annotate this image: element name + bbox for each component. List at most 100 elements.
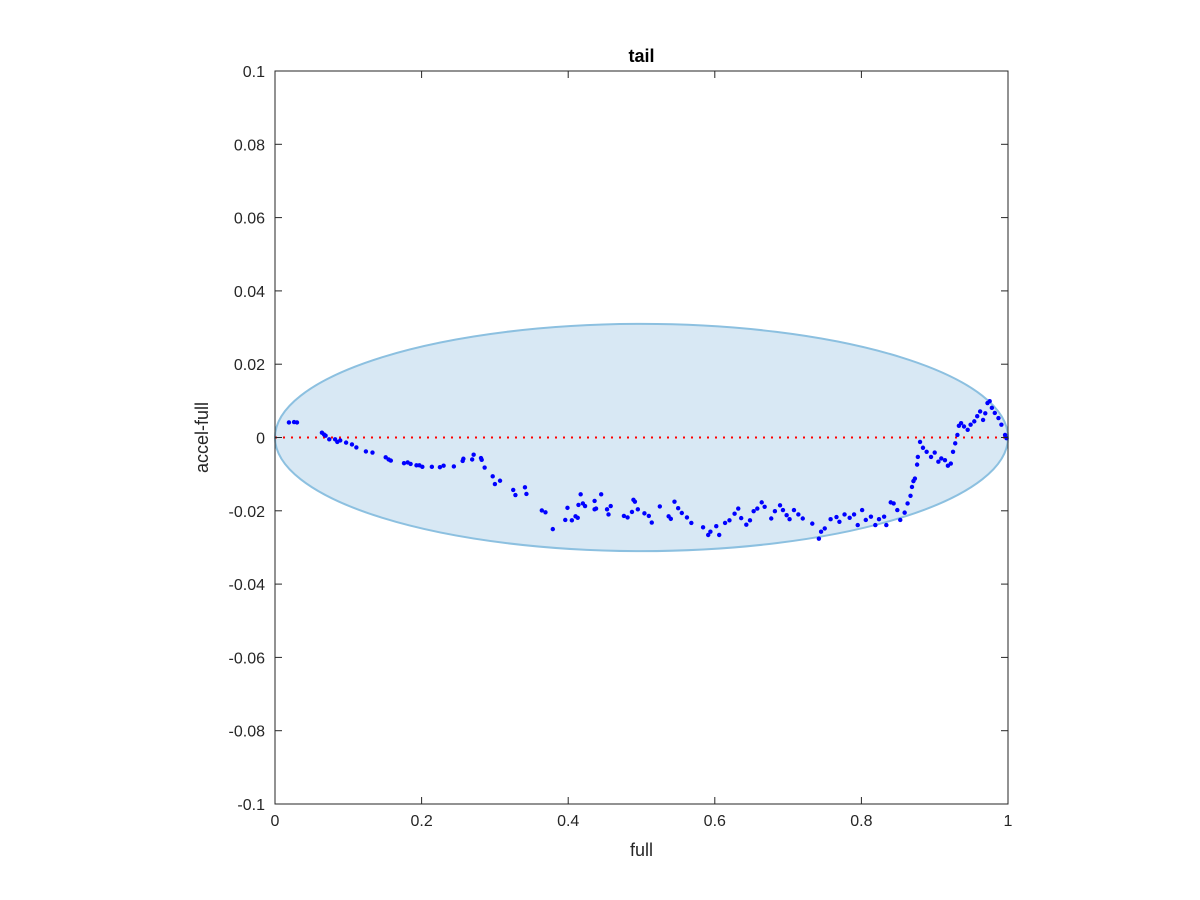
chart-title: tail — [628, 46, 654, 66]
y-axis-label: accel-full — [192, 402, 212, 473]
data-point-152 — [975, 414, 980, 419]
data-point-159 — [992, 410, 998, 416]
data-point-101 — [796, 512, 801, 517]
data-point-107 — [828, 517, 833, 522]
data-point-115 — [863, 517, 868, 523]
data-point-35 — [490, 474, 495, 479]
data-point-79 — [706, 532, 711, 538]
data-point-119 — [881, 514, 887, 519]
data-point-67 — [642, 511, 647, 516]
y-tick-label: -0.08 — [229, 724, 266, 741]
data-point-30 — [469, 457, 475, 462]
data-point-105 — [818, 529, 824, 534]
data-point-14 — [370, 450, 375, 455]
data-point-88 — [744, 522, 749, 527]
data-point-81 — [714, 523, 719, 529]
data-point-161 — [999, 422, 1004, 427]
data-point-0 — [286, 420, 292, 425]
y-tick-label: -0.1 — [237, 797, 265, 814]
data-point-56 — [593, 506, 599, 511]
y-tick-label: -0.04 — [229, 577, 266, 594]
data-point-96 — [777, 503, 783, 508]
data-point-132 — [915, 454, 921, 460]
data-point-66 — [635, 507, 641, 512]
y-tick-label: 0.1 — [243, 64, 265, 81]
confidence-ellipse — [274, 322, 1009, 553]
data-point-75 — [679, 510, 685, 516]
data-point-144 — [953, 441, 958, 446]
x-tick-label: 0.6 — [704, 813, 726, 830]
data-point-65 — [632, 499, 638, 504]
data-point-23 — [420, 464, 425, 470]
data-point-63 — [629, 509, 635, 515]
data-point-113 — [855, 522, 860, 528]
data-point-102 — [800, 516, 805, 521]
data-point-122 — [891, 501, 896, 506]
data-point-93 — [762, 504, 767, 509]
data-point-69 — [649, 520, 654, 525]
data-point-17 — [388, 458, 394, 463]
data-point-40 — [522, 485, 528, 490]
x-tick-label: 0.2 — [410, 813, 432, 830]
data-point-147 — [958, 421, 964, 426]
data-point-59 — [606, 512, 611, 517]
data-point-10 — [343, 440, 349, 445]
data-point-90 — [751, 508, 756, 514]
y-tick-label: 0.08 — [234, 137, 265, 154]
data-point-39 — [513, 492, 518, 498]
data-point-109 — [837, 519, 842, 524]
x-axis-label: full — [630, 840, 653, 860]
data-point-18 — [401, 460, 407, 466]
data-point-43 — [543, 510, 548, 515]
data-point-13 — [363, 449, 369, 454]
data-point-62 — [625, 515, 630, 520]
data-point-106 — [822, 526, 827, 531]
data-point-157 — [987, 399, 992, 404]
data-point-95 — [772, 508, 778, 514]
data-point-135 — [924, 449, 929, 454]
data-point-57 — [598, 492, 604, 497]
data-point-12 — [354, 445, 359, 450]
data-point-25 — [437, 464, 443, 470]
data-point-20 — [408, 461, 413, 467]
data-point-117 — [873, 522, 878, 528]
data-point-34 — [482, 465, 487, 470]
data-point-153 — [977, 409, 983, 414]
data-point-104 — [816, 536, 822, 541]
data-point-9 — [338, 438, 343, 443]
data-points — [286, 399, 1009, 541]
data-point-2 — [294, 420, 300, 425]
data-point-111 — [847, 515, 852, 520]
data-point-73 — [672, 499, 677, 504]
data-point-36 — [492, 481, 498, 487]
data-point-116 — [868, 514, 874, 519]
data-point-29 — [461, 456, 466, 461]
data-point-89 — [747, 518, 753, 523]
data-point-70 — [657, 504, 663, 509]
data-point-136 — [928, 454, 934, 460]
data-point-85 — [732, 511, 737, 516]
data-point-148 — [961, 424, 967, 429]
data-point-6 — [327, 437, 332, 442]
data-point-24 — [429, 464, 435, 470]
data-point-155 — [983, 411, 988, 416]
data-point-128 — [909, 484, 915, 490]
data-point-150 — [968, 422, 973, 427]
y-tick-label: 0.02 — [234, 357, 265, 374]
data-point-110 — [842, 512, 847, 517]
data-point-49 — [575, 515, 580, 520]
data-point-33 — [479, 457, 484, 463]
data-point-72 — [668, 516, 674, 522]
data-point-99 — [787, 517, 792, 522]
x-tick-label: 0.8 — [850, 813, 872, 830]
data-point-114 — [859, 507, 865, 513]
x-tick-label: 0.4 — [557, 813, 579, 830]
data-point-158 — [989, 405, 995, 411]
data-point-112 — [851, 512, 857, 517]
data-point-145 — [955, 432, 960, 438]
data-point-133 — [917, 439, 923, 445]
y-tick-label: 0 — [256, 431, 265, 448]
data-point-103 — [810, 521, 815, 526]
data-point-42 — [539, 508, 545, 513]
